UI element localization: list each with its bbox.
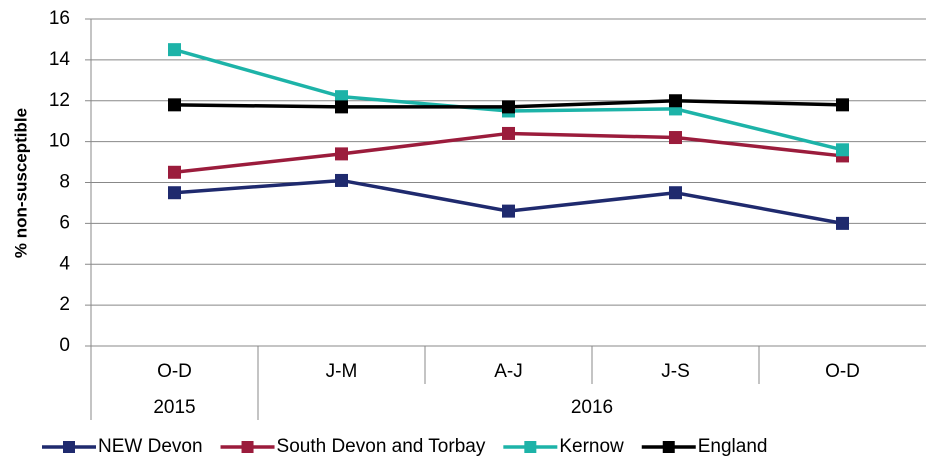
marker bbox=[836, 98, 849, 112]
x-tick-label: A-J bbox=[494, 361, 523, 382]
x-tick-label: O-D bbox=[157, 361, 192, 382]
y-tick-label: 2 bbox=[59, 294, 70, 315]
marker bbox=[168, 43, 181, 57]
y-tick-label: 16 bbox=[49, 8, 70, 29]
marker bbox=[502, 100, 515, 114]
legend-marker bbox=[662, 441, 675, 453]
x-tick-label: O-D bbox=[825, 361, 860, 382]
marker bbox=[502, 126, 515, 140]
y-tick-label: 8 bbox=[59, 172, 70, 193]
y-tick-label: 14 bbox=[49, 49, 71, 70]
y-tick-label: 12 bbox=[49, 90, 70, 111]
marker bbox=[669, 131, 682, 145]
marker bbox=[335, 100, 348, 114]
legend-marker bbox=[241, 441, 254, 453]
marker bbox=[502, 204, 515, 218]
marker bbox=[669, 94, 682, 108]
x-group-label: 2016 bbox=[571, 397, 613, 418]
marker bbox=[836, 216, 849, 230]
y-axis-label: % non-susceptible bbox=[11, 108, 30, 258]
marker bbox=[669, 186, 682, 200]
marker bbox=[168, 98, 181, 112]
legend-label: South Devon and Torbay bbox=[277, 436, 486, 457]
legend-label: NEW Devon bbox=[98, 436, 203, 457]
marker bbox=[168, 186, 181, 200]
y-tick-label: 0 bbox=[59, 335, 70, 356]
marker bbox=[836, 143, 849, 157]
marker bbox=[335, 173, 348, 187]
marker bbox=[335, 147, 348, 161]
y-tick-label: 10 bbox=[49, 131, 70, 152]
legend-label: Kernow bbox=[559, 436, 624, 457]
x-group-label: 2015 bbox=[153, 397, 195, 418]
marker bbox=[168, 165, 181, 179]
y-tick-label: 4 bbox=[59, 253, 70, 274]
legend-label: England bbox=[698, 436, 768, 457]
legend-marker bbox=[63, 441, 75, 453]
x-tick-label: J-M bbox=[326, 361, 358, 382]
legend-marker bbox=[524, 441, 537, 453]
x-tick-label: J-S bbox=[661, 361, 690, 382]
y-tick-label: 6 bbox=[59, 212, 70, 233]
